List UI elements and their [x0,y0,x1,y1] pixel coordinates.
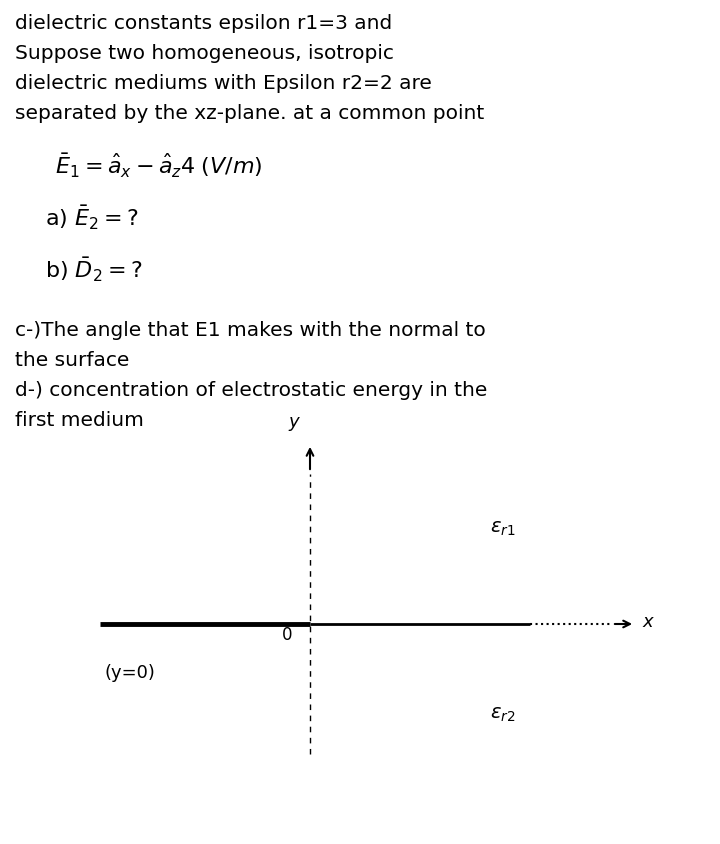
Text: dielectric mediums with Epsilon r2=2 are: dielectric mediums with Epsilon r2=2 are [15,74,432,93]
Text: $\varepsilon_{r2}$: $\varepsilon_{r2}$ [490,705,516,723]
Text: b) $\bar{D}_2 = ?$: b) $\bar{D}_2 = ?$ [45,256,143,284]
Text: dielectric constants epsilon r1=3 and: dielectric constants epsilon r1=3 and [15,14,392,33]
Text: Suppose two homogeneous, isotropic: Suppose two homogeneous, isotropic [15,44,394,63]
Text: (y=0): (y=0) [105,664,156,682]
Text: first medium: first medium [15,411,144,430]
Text: d-) concentration of electrostatic energy in the: d-) concentration of electrostatic energ… [15,381,487,400]
Text: $\bar{E}_1 =\hat{a}_x -\hat{a}_z 4\;(V/m)$: $\bar{E}_1 =\hat{a}_x -\hat{a}_z 4\;(V/m… [55,152,263,180]
Text: a) $\bar{E}_2 = ?$: a) $\bar{E}_2 = ?$ [45,204,139,232]
Text: c-)The angle that E1 makes with the normal to: c-)The angle that E1 makes with the norm… [15,321,486,340]
Text: separated by the xz-plane. at a common point: separated by the xz-plane. at a common p… [15,104,485,123]
Text: 0: 0 [282,626,292,644]
Text: $\varepsilon_{r1}$: $\varepsilon_{r1}$ [490,520,516,538]
Text: x: x [642,613,652,631]
Text: the surface: the surface [15,351,130,370]
Text: y: y [288,413,299,431]
